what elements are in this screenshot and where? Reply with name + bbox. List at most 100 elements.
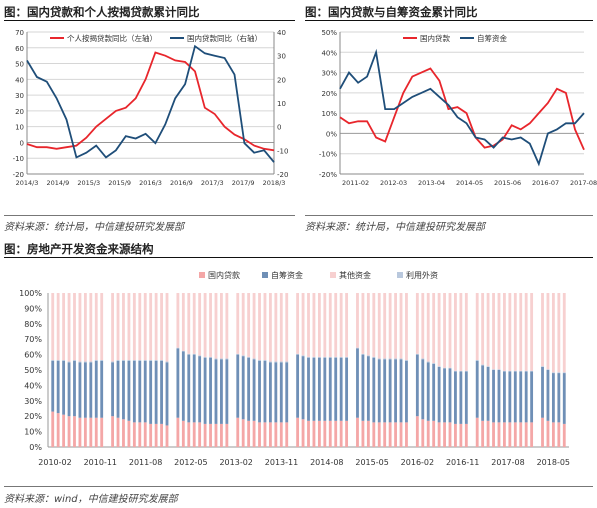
chart3-bar-foreign (274, 361, 278, 363)
chart3-x-tick: 2016-11 (446, 458, 479, 467)
chart3-bar-other (372, 293, 376, 357)
chart3-bar-other (345, 293, 349, 357)
chart3-bar-loan (524, 422, 528, 447)
chart3-bar-loan (317, 420, 321, 447)
chart3-bar-self (454, 371, 457, 424)
chart3-bar-self (181, 351, 185, 421)
chart3-bar-foreign (345, 356, 349, 358)
chart3-bar-foreign (443, 367, 446, 369)
chart3-bar-foreign (209, 356, 212, 358)
chart3-bar-foreign (301, 355, 305, 357)
chart3-bar-self (503, 371, 506, 423)
chart3-legend-swatch-3 (330, 272, 336, 278)
chart3-bar-foreign (225, 358, 229, 360)
chart3-bar-loan (268, 422, 272, 447)
chart3-bar-self (268, 362, 272, 423)
chart1-x-tick: 2017/9 (232, 179, 255, 187)
chart3-bar-self (122, 360, 125, 420)
chart2-x-tick: 2017-08 (570, 179, 597, 187)
chart3-bar-loan (394, 422, 397, 447)
chart3-bar-foreign (481, 364, 485, 366)
chart3-bar-other (377, 293, 381, 359)
chart3-bar-loan (328, 420, 332, 447)
chart3-bar-foreign (519, 370, 523, 372)
chart1-yleft-tick: -10 (13, 155, 24, 163)
chart3-bar-loan (279, 422, 283, 447)
chart1-x-tick: 2016/3 (139, 179, 162, 187)
chart3-title-rule (4, 257, 593, 258)
chart3-bar-foreign (220, 358, 223, 360)
chart3-bar-self (258, 360, 261, 423)
chart3-bar-other (356, 293, 359, 348)
chart2-source: 资料来源：统计局，中信建投研究发展部 (305, 222, 485, 233)
chart3-bar-loan (399, 422, 403, 447)
chart3-bar-foreign (296, 353, 300, 355)
chart3-bar-foreign (448, 367, 452, 369)
chart3-bar-other (486, 293, 490, 367)
chart3-bar-self (132, 360, 136, 423)
chart1-series-line-2 (26, 44, 275, 163)
chart3-bar-self (443, 368, 446, 423)
chart3-bar-self (198, 356, 202, 423)
chart3-bar-self (154, 360, 158, 424)
chart1-yleft-tick: 70 (15, 29, 24, 37)
chart1-yright-tick: -20 (277, 171, 288, 179)
chart3-bar-other (127, 293, 131, 360)
chart3-bar-self (486, 366, 490, 421)
chart3-bar-loan (464, 423, 468, 447)
chart3-bar-foreign (508, 370, 512, 372)
chart3-bar-other (62, 293, 66, 360)
chart3-bar-foreign (203, 356, 207, 358)
chart1-yleft-tick: 40 (15, 76, 24, 84)
chart3-bar-self (73, 360, 76, 417)
chart3-bar-other (394, 293, 397, 359)
chart3-bar-foreign (154, 359, 158, 361)
chart3-x-tick: 2013-02 (219, 458, 252, 467)
chart3-bar-loan (541, 417, 544, 447)
chart1-source: 资料来源：统计局，中信建投研究发展部 (4, 222, 184, 233)
chart1-title-rule (4, 20, 295, 21)
chart2-y-tick: 40% (321, 49, 337, 57)
chart3-bar-other (366, 293, 370, 356)
chart3-bar-foreign (252, 358, 256, 360)
chart3-x-tick: 2017-08 (491, 458, 524, 467)
chart3-bar-self (492, 370, 495, 423)
chart3-bar-self (366, 356, 370, 421)
chart3-bar-self (541, 366, 544, 418)
chart3-x-tick: 2013-11 (265, 458, 298, 467)
chart3-bar-self (513, 371, 517, 423)
chart3-bar-foreign (497, 369, 501, 370)
chart1-yleft-tick: 60 (15, 45, 24, 53)
chart1-yright-tick: 0 (277, 124, 281, 132)
chart3-bar-self (497, 370, 501, 423)
chart3-bar-foreign (339, 356, 343, 358)
chart3-bar-self (508, 371, 512, 423)
chart3-bar-loan (111, 416, 114, 447)
chart3-bar-other (421, 293, 425, 359)
chart2-title: 图：国内贷款与自筹资金累计同比 (305, 5, 478, 19)
chart3-bar-loan (89, 417, 93, 447)
chart2-series-line-1 (339, 67, 585, 151)
chart2-title-rule (305, 20, 593, 21)
chart2-y-tick: 20% (321, 90, 337, 98)
chart3-bar-loan (252, 420, 256, 447)
chart3-legend-label-4: 利用外资 (406, 270, 438, 280)
chart3-bar-self (361, 354, 365, 421)
chart3-bar-other (263, 293, 267, 360)
chart3-legend-label-3: 其他资金 (339, 270, 371, 280)
chart3-bar-foreign (426, 361, 430, 363)
chart3-bar-loan (377, 422, 381, 447)
chart3-bar-loan (116, 417, 120, 447)
chart3-bar-other (497, 293, 501, 370)
chart3-bar-foreign (94, 359, 98, 361)
chart3-bar-foreign (377, 358, 381, 360)
chart3-bar-other (546, 293, 550, 370)
chart3-bar-other (437, 293, 441, 367)
chart3-legend-swatch-1 (199, 272, 205, 278)
chart3-bar-loan (508, 422, 512, 447)
chart3-bar-loan (486, 420, 490, 447)
chart3-bar-loan (67, 416, 71, 447)
chart3-x-tick: 2011-08 (129, 458, 162, 467)
chart3-legend-label-1: 国内贷款 (208, 270, 240, 280)
chart3-bar-foreign (160, 359, 163, 361)
